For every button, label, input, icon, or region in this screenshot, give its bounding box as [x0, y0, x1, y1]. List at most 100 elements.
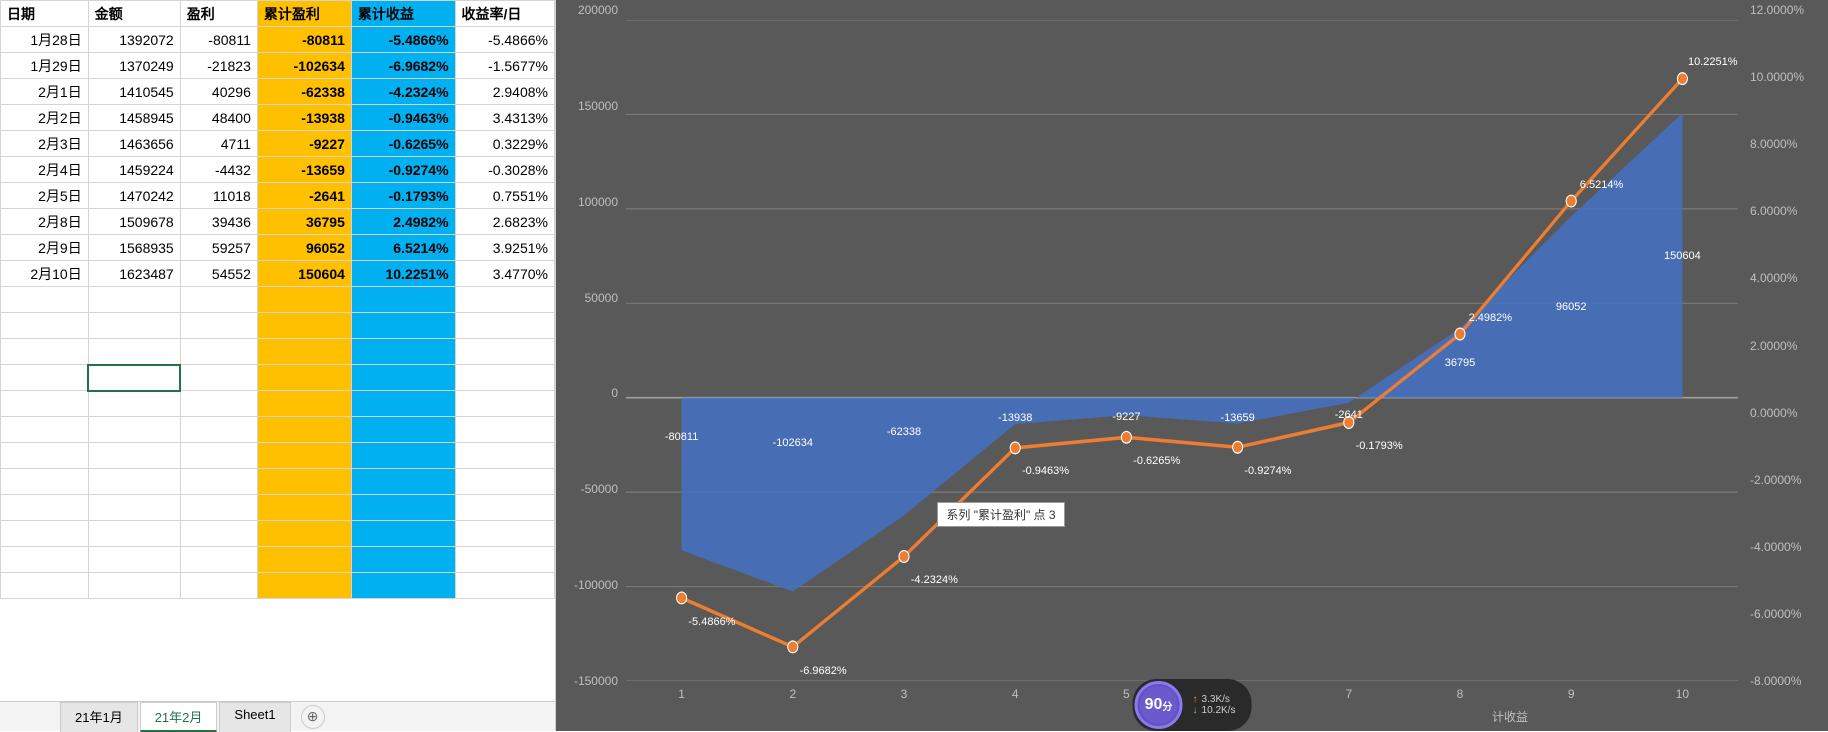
cell[interactable]: 2月10日 [1, 261, 89, 287]
cell[interactable] [180, 495, 257, 521]
cell[interactable]: 36795 [257, 209, 351, 235]
cell[interactable] [1, 547, 89, 573]
cell[interactable] [455, 339, 554, 365]
cell[interactable]: 2月5日 [1, 183, 89, 209]
cell[interactable] [455, 547, 554, 573]
cell[interactable] [88, 287, 180, 313]
cell[interactable] [257, 495, 351, 521]
cell[interactable] [351, 495, 455, 521]
cell[interactable] [257, 547, 351, 573]
cell[interactable]: -102634 [257, 53, 351, 79]
cell[interactable]: 40296 [180, 79, 257, 105]
cell[interactable]: -9227 [257, 131, 351, 157]
cell[interactable] [88, 469, 180, 495]
cell[interactable]: -13938 [257, 105, 351, 131]
cell[interactable]: -0.9463% [351, 105, 455, 131]
cell[interactable] [455, 521, 554, 547]
chart-panel[interactable]: -150000-100000-5000005000010000015000020… [556, 0, 1828, 731]
cell[interactable]: 3.4770% [455, 261, 554, 287]
cell[interactable] [351, 287, 455, 313]
cell[interactable]: -80811 [180, 27, 257, 53]
column-header[interactable]: 金额 [88, 1, 180, 27]
cell[interactable] [88, 417, 180, 443]
cell[interactable] [88, 391, 180, 417]
cell[interactable] [1, 313, 89, 339]
cell[interactable]: 6.5214% [351, 235, 455, 261]
column-header[interactable]: 累计收益 [351, 1, 455, 27]
cell[interactable] [1, 287, 89, 313]
cell[interactable] [257, 443, 351, 469]
cell[interactable] [88, 313, 180, 339]
cell[interactable]: 2.9408% [455, 79, 554, 105]
cell[interactable] [351, 365, 455, 391]
cell[interactable] [257, 313, 351, 339]
cell[interactable] [88, 521, 180, 547]
cell[interactable]: 2月8日 [1, 209, 89, 235]
cell[interactable] [351, 573, 455, 599]
cell[interactable]: 1623487 [88, 261, 180, 287]
cell[interactable]: 2.4982% [351, 209, 455, 235]
cell[interactable] [1, 391, 89, 417]
cell[interactable]: 1392072 [88, 27, 180, 53]
cell[interactable]: 1509678 [88, 209, 180, 235]
performance-widget[interactable]: 90分 ↑3.3K/s ↓10.2K/s [1133, 679, 1252, 731]
cell[interactable]: 54552 [180, 261, 257, 287]
cell[interactable]: 1410545 [88, 79, 180, 105]
add-sheet-button[interactable]: ⊕ [301, 705, 325, 729]
cell[interactable]: -4.2324% [351, 79, 455, 105]
cell[interactable] [180, 443, 257, 469]
cell[interactable]: -0.1793% [351, 183, 455, 209]
cell[interactable]: 48400 [180, 105, 257, 131]
cell[interactable]: 0.3229% [455, 131, 554, 157]
cell[interactable] [1, 521, 89, 547]
cell[interactable]: 2月4日 [1, 157, 89, 183]
cell[interactable] [351, 391, 455, 417]
cell-grid[interactable]: 日期金额盈利累计盈利累计收益收益率/日 1月28日1392072-80811-8… [0, 0, 555, 701]
cell[interactable]: 10.2251% [351, 261, 455, 287]
cell[interactable] [455, 287, 554, 313]
cell[interactable]: 2月3日 [1, 131, 89, 157]
sheet-tab[interactable]: Sheet1 [219, 702, 290, 732]
cell[interactable] [1, 365, 89, 391]
cell[interactable] [180, 547, 257, 573]
cell[interactable] [257, 391, 351, 417]
sheet-tab[interactable]: 21年2月 [140, 702, 218, 732]
cell[interactable] [1, 573, 89, 599]
cell[interactable]: -0.6265% [351, 131, 455, 157]
cell[interactable]: 1370249 [88, 53, 180, 79]
cell[interactable] [88, 443, 180, 469]
cell[interactable] [455, 573, 554, 599]
cell[interactable]: 1470242 [88, 183, 180, 209]
cell[interactable]: -4432 [180, 157, 257, 183]
cell[interactable] [351, 547, 455, 573]
cell[interactable]: -6.9682% [351, 53, 455, 79]
cell[interactable]: 4711 [180, 131, 257, 157]
cell[interactable] [180, 417, 257, 443]
cell[interactable]: -13659 [257, 157, 351, 183]
cell[interactable] [88, 573, 180, 599]
cell[interactable]: 1459224 [88, 157, 180, 183]
cell[interactable]: 59257 [180, 235, 257, 261]
column-header[interactable]: 累计盈利 [257, 1, 351, 27]
column-header[interactable]: 日期 [1, 1, 89, 27]
cell[interactable]: 2月1日 [1, 79, 89, 105]
cell[interactable] [455, 313, 554, 339]
cell[interactable] [257, 287, 351, 313]
cell[interactable]: -62338 [257, 79, 351, 105]
cell[interactable]: -0.9274% [351, 157, 455, 183]
column-header[interactable]: 盈利 [180, 1, 257, 27]
cell[interactable] [351, 521, 455, 547]
cell[interactable]: 39436 [180, 209, 257, 235]
cell[interactable] [180, 287, 257, 313]
cell[interactable] [1, 469, 89, 495]
cell[interactable] [351, 313, 455, 339]
cell[interactable] [257, 365, 351, 391]
cell[interactable] [351, 339, 455, 365]
cell[interactable]: 1458945 [88, 105, 180, 131]
cell[interactable]: 11018 [180, 183, 257, 209]
cell[interactable] [88, 547, 180, 573]
cell[interactable] [455, 495, 554, 521]
cell[interactable] [455, 417, 554, 443]
cell[interactable] [180, 521, 257, 547]
cell[interactable] [257, 521, 351, 547]
